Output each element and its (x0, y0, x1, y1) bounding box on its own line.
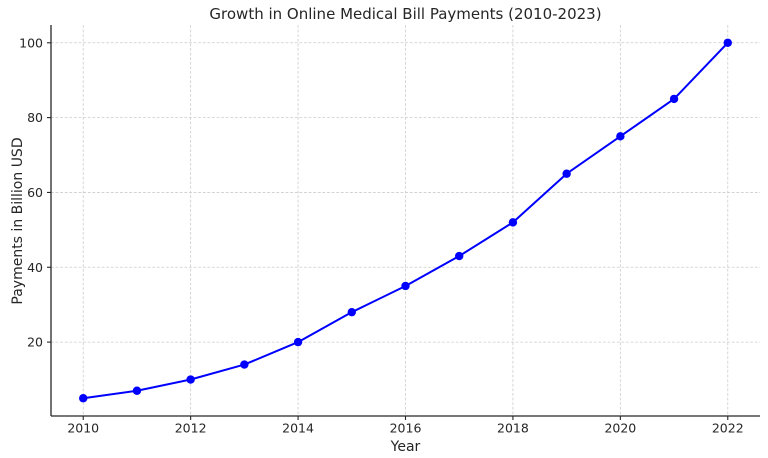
y-tick-label: 20 (27, 335, 43, 350)
data-point (401, 281, 410, 291)
data-point (508, 218, 518, 227)
data-point (347, 307, 356, 317)
x-tick-label: 2014 (282, 421, 314, 436)
y-tick-label: 80 (27, 110, 43, 125)
chart-title: Growth in Online Medical Bill Payments (… (209, 5, 602, 23)
y-tick-label: 100 (19, 35, 43, 50)
x-tick-label: 2016 (390, 421, 422, 436)
data-point (186, 375, 195, 384)
data-point (79, 394, 88, 403)
x-tick-label: 2012 (175, 421, 207, 436)
data-point (669, 94, 679, 104)
data-point (240, 360, 249, 369)
data-point (132, 386, 142, 395)
x-tick-label: 2022 (712, 421, 744, 436)
data-point (562, 169, 571, 178)
data-point (293, 337, 303, 347)
y-tick-label: 40 (27, 260, 43, 275)
x-tick-label: 2020 (604, 421, 636, 436)
x-axis-label: Year (390, 439, 421, 455)
x-tick-label: 2010 (67, 421, 99, 436)
x-tick-label: 2018 (497, 421, 529, 436)
y-tick-label: 60 (27, 185, 43, 200)
data-point (723, 38, 732, 47)
data-point (616, 132, 625, 141)
data-point (455, 251, 464, 261)
